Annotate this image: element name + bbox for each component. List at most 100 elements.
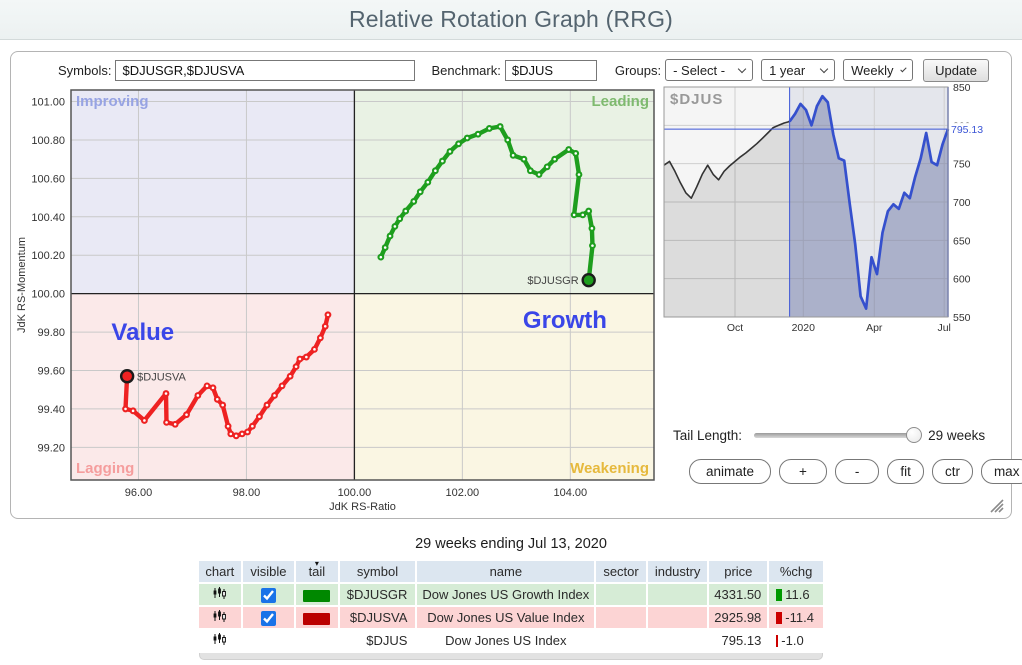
quadrant-improving <box>71 90 355 294</box>
y-tick-label: 100.20 <box>31 250 65 262</box>
last-price-label: 795.13 <box>951 124 983 136</box>
zoom-out-button[interactable]: - <box>834 459 880 484</box>
y-tick-label: 100.60 <box>31 173 65 185</box>
col-header-tail[interactable]: tail ▾ <box>296 559 338 582</box>
center-button[interactable]: ctr <box>931 459 973 484</box>
col-header-visible[interactable]: visible <box>242 561 295 582</box>
caption: 29 weeks ending Jul 13, 2020 <box>415 536 607 552</box>
y-tick-label: 100.00 <box>31 289 65 301</box>
price-line-recent <box>788 94 950 310</box>
x-tick-label: 102.00 <box>446 487 480 499</box>
slider-thumb[interactable] <box>906 426 923 443</box>
x-tick-label: 100.00 <box>338 487 372 499</box>
table-row-$DJUS: $DJUS Dow Jones US Index 795.13 -1.0 <box>199 630 823 651</box>
tail-length-control: Tail Length: 29 weeks <box>673 425 1009 445</box>
symbols-input[interactable] <box>115 59 416 81</box>
pct-change-bar <box>776 635 779 647</box>
tail-color-swatch[interactable] <box>303 589 331 602</box>
visible-checkbox[interactable] <box>260 610 276 626</box>
fit-button[interactable]: fit <box>887 459 924 484</box>
chart-buttons: animate + - fit ctr max <box>689 459 1022 484</box>
annotation-growth: Growth <box>523 307 607 334</box>
y-tick-label: 100.40 <box>31 212 65 224</box>
frequency-select-value: Weekly <box>851 62 894 78</box>
endpoint-$DJUSVA[interactable] <box>119 369 135 384</box>
quadrant-label-improving: Improving <box>76 93 149 110</box>
rrg-chart[interactable]: 96.00 98.00 100.00 102.00 104.00 99.20 99.40 99… <box>13 84 658 518</box>
x-tick-label: 104.00 <box>554 487 588 499</box>
y-tick-label: 99.20 <box>37 442 65 454</box>
page-title: Relative Rotation Graph (RRG) <box>348 6 674 32</box>
update-button[interactable]: Update <box>923 58 990 82</box>
col-header-chg[interactable]: %chg <box>769 561 823 582</box>
col-header-price[interactable]: price <box>709 561 768 582</box>
tail-length-value: 29 weeks <box>928 427 986 443</box>
benchmark-label: Benchmark: <box>431 62 501 78</box>
symbol-table: chart visible tail ▾ symbol name sector industr… <box>197 559 825 653</box>
y-tick-label: 99.60 <box>37 365 65 377</box>
y-tick-label: 99.80 <box>37 327 65 339</box>
max-button[interactable]: max <box>980 459 1022 484</box>
mini-y-tick: 750 <box>953 159 971 171</box>
table-footer-bar <box>199 653 823 660</box>
mini-y-tick: 600 <box>953 274 971 286</box>
period-select[interactable]: 1 year <box>761 59 836 81</box>
pct-change-value: -1.0 <box>781 633 804 648</box>
chevron-down-icon <box>819 64 829 74</box>
visible-checkbox[interactable] <box>260 587 276 603</box>
symbol-table-body: $DJUSGR Dow Jones US Growth Index 4331.50 1… <box>199 584 823 651</box>
chevron-down-icon <box>737 64 747 74</box>
y-tick-label: 101.00 <box>31 97 65 109</box>
candlestick-icon[interactable] <box>212 632 227 646</box>
symbol-table-wrap: chart visible tail ▾ symbol name sector industr… <box>197 559 825 660</box>
mini-x-tick: Apr <box>866 322 883 334</box>
mini-x-tick: Jul <box>937 322 950 334</box>
pct-change-value: -11.4 <box>785 610 814 625</box>
quadrant-label-lagging: Lagging <box>76 460 134 477</box>
benchmark-mini-chart[interactable]: 550600650700750800850795.13Oct2020AprJul… <box>656 81 1006 343</box>
candlestick-icon[interactable] <box>212 609 227 623</box>
mini-x-tick: Oct <box>727 322 743 334</box>
mini-chart-title: $DJUS <box>670 91 723 108</box>
chevron-down-icon <box>900 65 907 73</box>
title-bar: Relative Rotation Graph (RRG) <box>0 0 1022 40</box>
rrg-panel: Symbols: Benchmark: Groups: - Select - 1… <box>10 51 1022 519</box>
toolbar: Symbols: Benchmark: Groups: - Select - 1… <box>11 57 1011 83</box>
tail-color-swatch[interactable] <box>303 612 331 625</box>
x-axis-title: JdK RS-Ratio <box>329 501 396 513</box>
endpoint-$DJUSGR[interactable] <box>581 272 596 288</box>
period-select-value: 1 year <box>769 62 806 78</box>
y-tick-label: 99.40 <box>37 404 65 416</box>
pct-change-bar <box>776 612 783 624</box>
quadrant-label-leading: Leading <box>591 93 649 110</box>
col-header-industry[interactable]: industry <box>647 561 708 582</box>
col-header-name[interactable]: name <box>417 561 595 582</box>
quadrant-weakening <box>354 293 654 480</box>
sort-arrow-icon[interactable]: ▾ <box>314 559 319 568</box>
resize-grip-icon[interactable] <box>990 499 1004 513</box>
benchmark-input[interactable] <box>504 59 597 81</box>
price-line-past <box>663 120 790 199</box>
mini-y-tick: 650 <box>953 235 971 247</box>
zoom-in-button[interactable]: + <box>779 459 827 484</box>
pct-change-bar <box>776 589 783 601</box>
x-tick-label: 96.00 <box>125 487 153 499</box>
tail-length-slider[interactable] <box>754 426 923 443</box>
symbols-label: Symbols: <box>58 62 112 78</box>
quadrant-leading <box>354 90 654 294</box>
col-header-sector[interactable]: sector <box>596 561 646 582</box>
groups-label: Groups: <box>614 62 662 78</box>
tail-length-label: Tail Length: <box>673 427 743 443</box>
endpoint-label-$DJUSVA: $DJUSVA <box>137 371 186 383</box>
candlestick-icon[interactable] <box>212 586 227 600</box>
groups-select[interactable]: - Select - <box>665 59 754 81</box>
table-row-$DJUSVA: $DJUSVA Dow Jones US Value Index 2925.98 -1… <box>199 607 823 628</box>
frequency-select[interactable]: Weekly <box>843 59 914 81</box>
col-header-chart[interactable]: chart <box>199 561 241 582</box>
animate-button[interactable]: animate <box>689 459 772 484</box>
pct-change-value: 11.6 <box>785 587 810 602</box>
col-header-symbol[interactable]: symbol <box>339 561 416 582</box>
annotation-value: Value <box>111 319 174 346</box>
mini-y-tick: 700 <box>953 197 971 209</box>
y-axis-title: JdK RS-Momentum <box>16 237 28 333</box>
